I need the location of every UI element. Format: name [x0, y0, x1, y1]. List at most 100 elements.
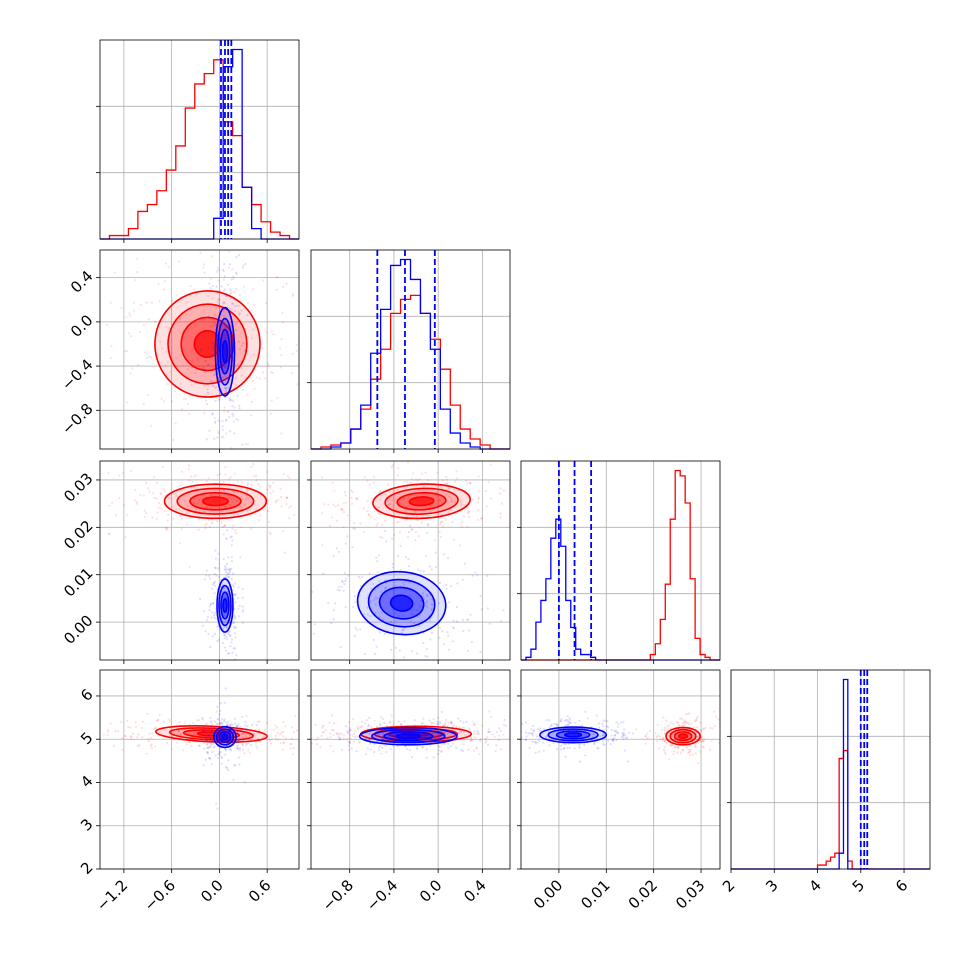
scatter-point — [387, 503, 390, 507]
scatter-point — [291, 293, 295, 296]
scatter-point — [425, 554, 428, 557]
scatter-point — [559, 719, 563, 722]
scatter-point — [201, 382, 204, 385]
scatter-point — [121, 472, 124, 475]
x-tick-label: 4 — [805, 876, 824, 895]
scatter-point — [256, 746, 259, 750]
scatter-point — [216, 300, 219, 303]
scatter-point — [428, 719, 431, 722]
scatter-point — [364, 753, 367, 756]
scatter-point — [455, 746, 458, 750]
density-fill — [222, 734, 228, 740]
scatter-point — [421, 746, 424, 749]
scatter-point — [232, 399, 235, 402]
x-tick-label: 0.0 — [416, 876, 446, 906]
scatter-point — [704, 726, 707, 730]
scatter-point — [664, 719, 668, 722]
scatter-point — [542, 741, 545, 744]
scatter-point — [702, 746, 705, 749]
contour — [217, 317, 233, 386]
scatter-point — [398, 520, 401, 524]
scatter-point — [137, 363, 140, 366]
scatter-point — [270, 738, 273, 741]
scatter-point — [359, 726, 362, 729]
scatter-point — [216, 640, 219, 643]
scatter-point — [430, 616, 433, 619]
panel-frame — [730, 669, 931, 870]
scatter-point — [402, 581, 405, 584]
scatter-point — [676, 734, 679, 737]
scatter-point — [490, 715, 493, 718]
scatter-point — [111, 501, 114, 504]
scatter-point — [195, 293, 198, 296]
scatter-point — [223, 720, 226, 723]
scatter-point — [211, 663, 213, 665]
scatter-point — [366, 509, 369, 513]
scatter-point — [349, 729, 352, 732]
scatter-point — [242, 264, 245, 267]
scatter-point — [373, 652, 376, 656]
scatter-point — [146, 712, 149, 715]
scatter-point — [343, 490, 346, 494]
scatter-point — [207, 294, 210, 298]
scatter-point — [147, 740, 150, 743]
scatter-point — [234, 384, 237, 387]
scatter-point — [422, 717, 425, 720]
scatter-point — [232, 621, 235, 625]
scatter-point — [442, 725, 445, 728]
scatter-point — [342, 502, 345, 505]
scatter-point — [222, 632, 225, 635]
scatter-point — [429, 619, 432, 622]
scatter-point — [251, 288, 254, 291]
scatter-point — [202, 263, 205, 266]
scatter-point — [357, 575, 361, 579]
scatter-point — [284, 737, 288, 740]
scatter-point — [487, 728, 490, 731]
scatter-point — [366, 606, 369, 609]
scatter-point — [415, 515, 419, 518]
scatter-point — [617, 722, 620, 725]
scatter-point — [331, 714, 334, 717]
scatter-point — [451, 742, 454, 745]
scatter-point — [170, 747, 173, 750]
scatter-point — [229, 536, 232, 539]
scatter-point — [667, 734, 670, 737]
scatter-point — [380, 735, 383, 739]
scatter-point — [270, 399, 273, 402]
scatter-point — [701, 739, 704, 742]
scatter-point — [663, 751, 666, 754]
scatter-point — [408, 594, 411, 597]
scatter-point — [142, 323, 145, 326]
scatter-point — [374, 612, 377, 615]
scatter-point — [254, 508, 257, 511]
scatter-point — [238, 312, 241, 316]
density-layer — [311, 461, 505, 662]
scatter-point — [380, 590, 383, 593]
scatter-point — [242, 732, 245, 735]
scatter-point — [235, 288, 238, 291]
scatter-point — [213, 324, 216, 327]
scatter-point — [224, 621, 227, 624]
scatter-point — [185, 743, 188, 746]
scatter-point — [213, 313, 216, 316]
scatter-point — [291, 352, 294, 355]
scatter-point — [237, 363, 240, 366]
scatter-point — [430, 568, 433, 571]
scatter-point — [426, 593, 429, 596]
scatter-point — [170, 351, 173, 354]
scatter-point — [188, 468, 191, 471]
scatter-point — [450, 721, 453, 724]
scatter-point — [193, 501, 196, 504]
scatter-point — [141, 720, 145, 723]
scatter-point — [493, 735, 496, 738]
scatter-point — [552, 741, 555, 744]
scatter-point — [559, 744, 563, 748]
scatter-point — [208, 733, 211, 737]
scatter-point — [219, 319, 222, 322]
scatter-point — [308, 730, 310, 732]
scatter-point — [380, 611, 383, 614]
scatter-point — [463, 660, 465, 662]
scatter-point — [687, 734, 691, 737]
scatter-point — [280, 495, 283, 499]
scatter-point — [413, 621, 416, 624]
